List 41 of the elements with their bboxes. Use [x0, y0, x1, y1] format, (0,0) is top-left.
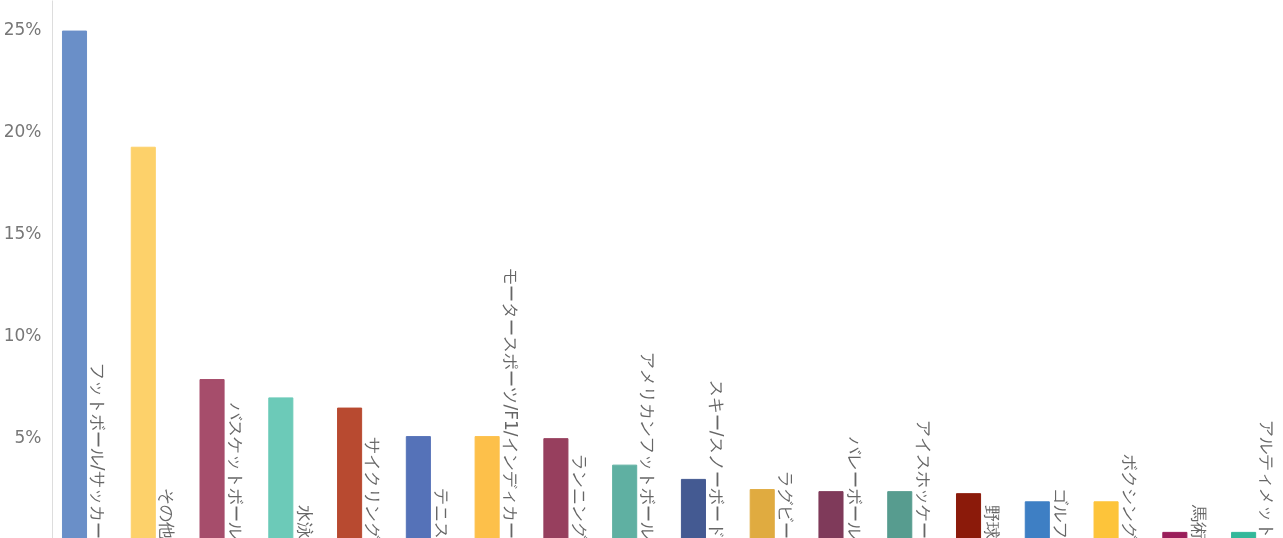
bar — [474, 436, 500, 538]
x-tick-label: ゴルフ — [1051, 487, 1072, 538]
bar — [955, 493, 982, 538]
x-tick-label: モータースポーツ/F1/インディカー — [500, 268, 521, 538]
x-tick-label: アメリカンフットボール — [638, 351, 659, 538]
bar — [680, 478, 706, 538]
bar — [337, 407, 363, 538]
x-tick-label: テニス — [432, 487, 453, 538]
bar — [61, 30, 88, 538]
x-tick-label: その他 — [157, 487, 178, 538]
x-tick-label: ボクシング — [1119, 453, 1140, 538]
x-tick-label: ラグビー — [775, 470, 796, 538]
bar — [199, 379, 225, 538]
bar — [543, 438, 569, 538]
y-tick-label: 25% — [3, 19, 42, 40]
x-tick-label: フットボール/サッカー — [88, 362, 109, 538]
x-tick-label: 水泳 — [294, 504, 315, 538]
bar — [1093, 501, 1119, 538]
x-tick-label: ランニング — [569, 453, 590, 538]
x-tick-label: バレーボール — [844, 435, 865, 538]
y-tick-label: 10% — [3, 324, 42, 345]
x-tick-label: アイスホッケー — [913, 419, 934, 538]
bar — [1162, 531, 1188, 538]
bar — [130, 146, 156, 538]
bar — [1231, 531, 1257, 538]
y-tick-label: 15% — [3, 222, 42, 243]
x-tick-label: バスケットボール — [225, 401, 246, 538]
y-tick-label: 20% — [3, 120, 42, 141]
x-tick-label: 馬術 — [1188, 503, 1209, 538]
x-tick-label: アルティメット — [1257, 419, 1278, 538]
bar — [887, 491, 913, 538]
x-tick-label: サイクリング — [363, 436, 384, 538]
bar — [749, 489, 775, 538]
x-tick-label: 野球 — [982, 504, 1003, 538]
bar — [405, 436, 431, 538]
x-tick-label: スキー/スノーボード — [707, 379, 728, 538]
bar — [818, 491, 844, 538]
bar — [1024, 501, 1050, 538]
bar — [612, 464, 638, 538]
y-tick-label: 5% — [14, 426, 42, 447]
bar — [268, 397, 294, 538]
